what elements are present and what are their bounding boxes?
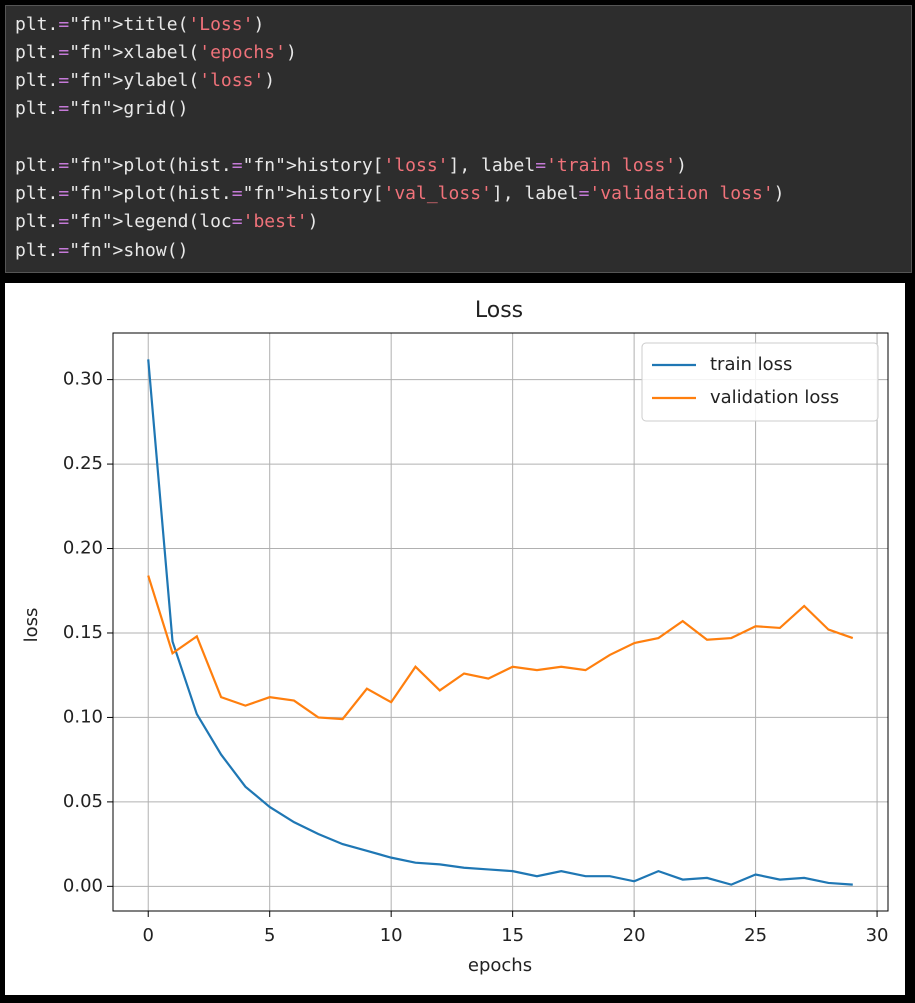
x-tick-label: 10 bbox=[380, 925, 403, 946]
y-tick-label: 0.15 bbox=[63, 622, 103, 643]
plot-frame bbox=[112, 332, 889, 912]
code-line: plt.="fn">grid() bbox=[15, 98, 189, 119]
chart-title: Loss bbox=[475, 298, 523, 323]
y-axis-label: loss bbox=[21, 608, 42, 643]
code-line: plt.="fn">plot(hist.="fn">history['loss'… bbox=[15, 155, 687, 176]
code-line: plt.="fn">plot(hist.="fn">history['val_l… bbox=[15, 183, 785, 204]
x-tick-label: 20 bbox=[623, 925, 646, 946]
y-tick-label: 0.30 bbox=[63, 369, 103, 390]
legend-box bbox=[641, 342, 879, 422]
line-series bbox=[147, 575, 854, 721]
legend-label: train loss bbox=[710, 354, 792, 375]
chart: Loss epochs loss 0 5 10 15 20 25 30 0.00 0.05 0.1… bbox=[5, 283, 905, 995]
y-tick-label: 0.25 bbox=[63, 453, 103, 474]
x-tick-label: 5 bbox=[264, 925, 275, 946]
code-line: plt.="fn">xlabel('epochs') bbox=[15, 42, 297, 63]
x-axis-label: epochs bbox=[468, 955, 532, 976]
y-tick-label: 0.10 bbox=[63, 706, 103, 727]
x-tick-label: 25 bbox=[744, 925, 767, 946]
code-line: plt.="fn">legend(loc='best') bbox=[15, 211, 319, 232]
x-tick-label: 0 bbox=[143, 925, 154, 946]
y-tick-label: 0.05 bbox=[63, 791, 103, 812]
code-line: plt.="fn">title('Loss') bbox=[15, 14, 265, 35]
code-line: plt.="fn">ylabel('loss') bbox=[15, 70, 276, 91]
y-tick-label: 0.00 bbox=[63, 875, 103, 896]
y-tick-label: 0.20 bbox=[63, 538, 103, 559]
x-tick-label: 30 bbox=[866, 925, 889, 946]
x-tick-label: 15 bbox=[501, 925, 524, 946]
legend-label: validation loss bbox=[710, 387, 839, 408]
code-cell: plt.="fn">title('Loss') plt.="fn">xlabel(… bbox=[5, 5, 912, 273]
code-line: plt.="fn">show() bbox=[15, 240, 189, 261]
line-series bbox=[147, 359, 853, 886]
